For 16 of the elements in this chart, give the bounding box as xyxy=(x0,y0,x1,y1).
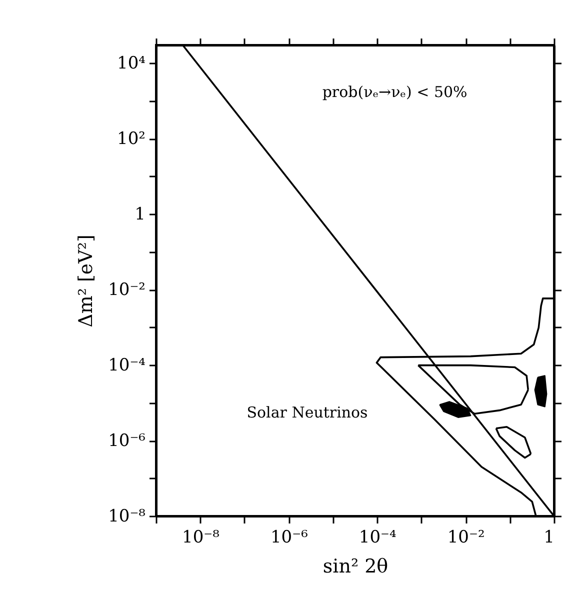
x-axis-title: sin² 2θ xyxy=(322,556,388,578)
x-tick-label: 10⁻² xyxy=(447,528,485,548)
y-tick-label: 10⁴ xyxy=(117,54,146,74)
x-tick-label: 10⁻⁶ xyxy=(270,528,308,548)
x-tick-label: 10⁻⁴ xyxy=(358,528,397,548)
y-tick-label: 10⁻⁸ xyxy=(108,506,146,526)
y-axis-title: Δm² [eV²] xyxy=(75,234,98,328)
annotation: Solar Neutrinos xyxy=(246,403,368,422)
y-tick-label: 10⁻⁴ xyxy=(108,356,146,376)
x-tick-label: 1 xyxy=(544,528,554,548)
y-tick-label: 10⁻⁶ xyxy=(108,431,146,451)
x-tick-label: 10⁻⁸ xyxy=(182,528,220,548)
y-tick-label: 10⁻² xyxy=(108,280,146,300)
annotation: prob(νₑ→νₑ) < 50% xyxy=(322,83,468,102)
y-tick-label: 10² xyxy=(117,129,146,150)
y-tick-label: 1 xyxy=(134,204,146,225)
